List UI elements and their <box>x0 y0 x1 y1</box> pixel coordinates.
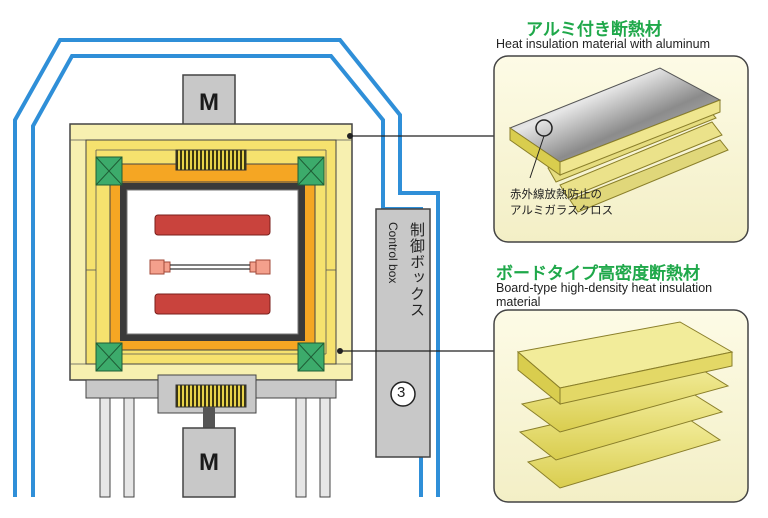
board-title-jp: ボードタイプ高密度断熱材 <box>496 264 700 284</box>
aluminum-insulation-image <box>508 67 729 213</box>
bottom-motor-label: M <box>199 449 219 476</box>
leg-right-inner <box>295 397 307 498</box>
aluminum-callout-line1: 赤外線放熱防止の <box>510 187 602 201</box>
leg-left-outer <box>99 397 111 498</box>
leg-right-outer <box>319 397 331 498</box>
corner-blocks <box>95 156 325 372</box>
aluminum-title-en: Heat insulation material with aluminum <box>496 37 710 51</box>
holder-right <box>255 259 271 275</box>
aluminum-callout-line2: アルミガラスクロス <box>510 203 614 217</box>
top-motor-label: M <box>199 89 219 116</box>
leg-left-inner <box>123 397 135 498</box>
control-box <box>375 208 431 458</box>
board-title-en-line1: Board-type high-density heat insulation <box>496 281 713 295</box>
control-box-label-en: Control box <box>386 222 400 284</box>
heater-top <box>154 214 271 236</box>
holder-left <box>149 259 165 275</box>
heater-bottom <box>154 293 271 315</box>
top-fan <box>175 149 247 171</box>
board-insulation-image <box>516 321 734 489</box>
bottom-fan <box>175 384 247 408</box>
aluminum-title-jp: アルミ付き断熱材 <box>526 20 662 40</box>
control-box-label-jp: 制御ボックス <box>408 222 426 318</box>
outer-duct <box>13 38 440 497</box>
bottom-motor <box>182 427 236 498</box>
control-box-number-digit: 3 <box>397 384 406 401</box>
control-box-number-ring <box>390 381 416 407</box>
board-title-en-line2: material <box>496 295 541 309</box>
